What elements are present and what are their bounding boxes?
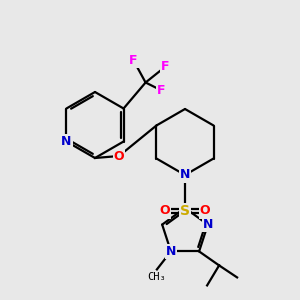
Text: O: O [200,205,210,218]
Text: N: N [202,218,213,231]
Text: N: N [166,245,176,258]
Text: N: N [61,135,72,148]
Text: O: O [114,149,124,163]
Text: F: F [157,84,166,97]
Text: F: F [161,60,170,73]
Text: O: O [160,205,170,218]
Text: S: S [180,204,190,218]
Text: F: F [129,54,138,67]
Text: N: N [180,169,190,182]
Text: CH₃: CH₃ [148,272,166,282]
